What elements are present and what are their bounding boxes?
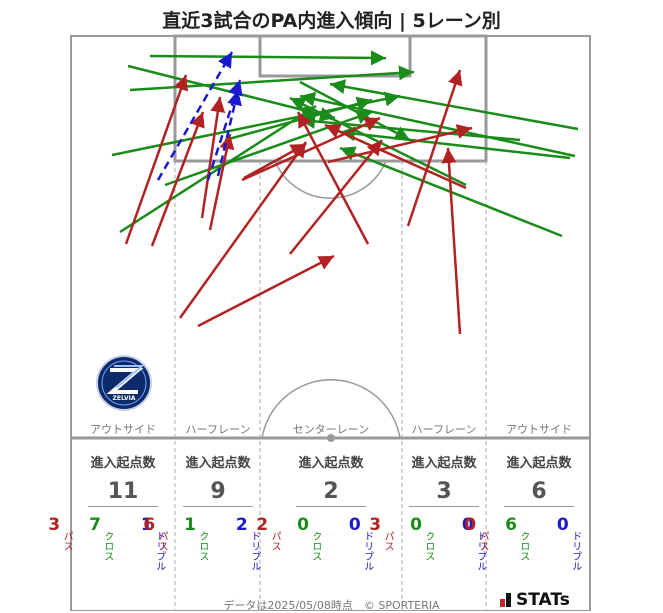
pass-arrow: [208, 133, 235, 231]
stat-header: 進入起点数: [298, 456, 364, 471]
cross-label: クロス: [101, 531, 113, 561]
pass-arrow: [150, 111, 205, 247]
cross-arrow: [299, 113, 521, 142]
stat-header: 進入起点数: [90, 456, 156, 471]
dribble-label: ドリブル: [248, 531, 260, 571]
club-logo-text: ZELVIA: [113, 395, 136, 402]
pass-label: パス: [477, 531, 489, 551]
pass-arrow: [324, 123, 467, 190]
pass-count: 3: [369, 515, 382, 535]
pass-arrows: [124, 69, 473, 335]
center-spot: [327, 434, 335, 442]
pass-label: パス: [61, 531, 73, 551]
dribble-count: 0: [556, 515, 569, 535]
dribble-count: 2: [235, 515, 248, 535]
dribble-label: ドリブル: [361, 531, 373, 571]
lane-label-halfspace-left: ハーフレーン: [185, 423, 251, 436]
stats-logo-icon: [500, 593, 512, 607]
pass-count: 0: [464, 515, 477, 535]
dribble-label: ドリブル: [153, 531, 165, 571]
cross-arrow: [289, 96, 467, 187]
cross-label: クロス: [196, 531, 208, 561]
dribble-arrow: [216, 89, 242, 177]
stat-header: 進入起点数: [506, 456, 572, 471]
pass-arrow: [327, 124, 473, 164]
stats-brand-text: STATs: [516, 590, 570, 610]
dribble-count: 1: [140, 515, 153, 535]
stat-header: 進入起点数: [185, 456, 251, 471]
pass-arrow: [178, 141, 308, 319]
chart-title: 直近3試合のPA内進入傾向 | 5レーン別: [162, 10, 501, 32]
pass-label: パス: [382, 531, 394, 551]
stat-header: 進入起点数: [411, 456, 477, 471]
stat-total: 2: [296, 479, 366, 507]
center-circle: [261, 379, 401, 439]
stat-total: 11: [88, 479, 158, 507]
cross-count: 6: [505, 515, 517, 535]
footer-credit: データは2025/05/08時点 © SPORTERIA: [223, 599, 440, 612]
cross-arrow: [299, 91, 576, 158]
lane-label-halfspace-right: ハーフレーン: [411, 423, 477, 436]
cross-count: 7: [89, 515, 101, 535]
pass-arrow: [406, 69, 463, 227]
dribble-arrow: [206, 79, 243, 181]
cross-arrow: [149, 50, 387, 66]
stat-total: 9: [183, 479, 253, 507]
dribble-count: 0: [461, 515, 474, 535]
lane-stats-center: 進入起点数 2 2 パス 0 クロス 0 ドリブル: [256, 452, 381, 571]
pass-arrow: [197, 254, 335, 328]
pass-arrow: [289, 139, 383, 255]
pass-arrow: [296, 111, 370, 245]
cross-label: クロス: [517, 531, 529, 561]
cross-label: クロス: [422, 531, 434, 561]
stat-total: 3: [409, 479, 479, 507]
lane-stats-halfspace-right: 進入起点数 3 3 パス 0 クロス 0 ドリブル: [369, 452, 494, 571]
lane-stats-halfspace-left: 進入起点数 9 6 パス 1 クロス 2 ドリブル: [143, 452, 268, 571]
pass-arrow: [200, 96, 226, 219]
dribble-arrows: [156, 51, 243, 181]
lane-stats-outside-right: 進入起点数 6 0 パス 6 クロス 0 ドリブル: [464, 452, 589, 571]
dribble-label: ドリブル: [569, 531, 581, 571]
cross-arrow: [339, 126, 571, 160]
pass-count: 2: [256, 515, 269, 535]
pass-count: 6: [143, 515, 156, 535]
pass-arrow: [441, 147, 462, 335]
penalty-arc: [274, 160, 387, 199]
lane-stats-outside-left: 進入起点数 11 3 パス 7 クロス 1 ドリブル: [48, 452, 173, 571]
pass-arrow: [241, 116, 381, 182]
dribble-arrow: [156, 51, 234, 181]
lane-label-outside-left: アウトサイド: [90, 423, 156, 436]
cross-count: 0: [297, 515, 309, 535]
lane-label-outside-right: アウトサイド: [506, 423, 572, 436]
pass-count: 3: [48, 515, 61, 535]
lane-label-center: センターレーン: [292, 423, 370, 436]
dribble-label: ドリブル: [474, 531, 486, 571]
pass-arrow: [124, 74, 189, 245]
cross-arrow: [329, 79, 579, 131]
cross-count: 0: [410, 515, 422, 535]
cross-arrow: [299, 80, 411, 142]
dribble-count: 0: [348, 515, 361, 535]
stat-total: 6: [504, 479, 574, 507]
pass-arrow: [243, 142, 307, 180]
pass-label: パス: [269, 531, 281, 551]
cross-label: クロス: [309, 531, 321, 561]
cross-count: 1: [184, 515, 196, 535]
stats-brand: STATs: [500, 590, 570, 610]
cross-arrow: [119, 104, 317, 234]
pass-label: パス: [156, 531, 168, 551]
club-logo: ZELVIA: [96, 355, 152, 411]
cross-arrow: [127, 64, 336, 122]
